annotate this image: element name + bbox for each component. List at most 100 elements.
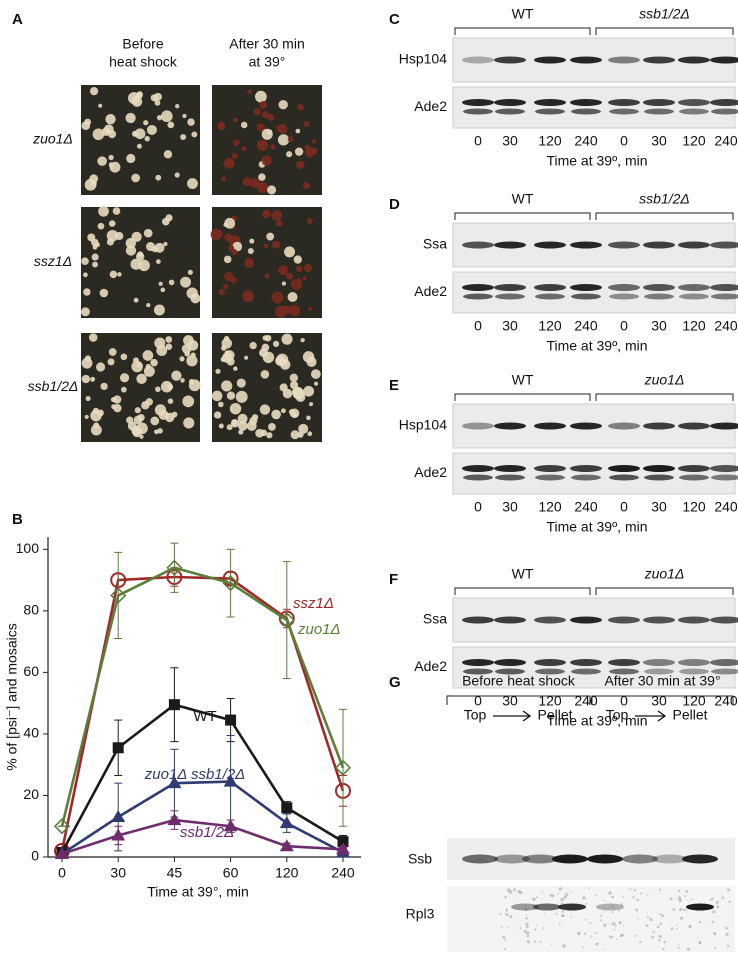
- colony: [182, 113, 187, 119]
- speckle: [594, 931, 597, 935]
- colony: [153, 304, 165, 316]
- band: [710, 422, 738, 430]
- colony: [156, 114, 163, 121]
- band: [495, 668, 525, 675]
- colony: [257, 182, 269, 194]
- colony: [91, 253, 99, 261]
- colony: [117, 272, 122, 277]
- band: [534, 284, 566, 291]
- speckle: [589, 922, 592, 925]
- colony: [165, 336, 173, 343]
- colony: [180, 134, 187, 140]
- speckle: [623, 925, 625, 927]
- colony: [306, 415, 311, 421]
- speckle: [659, 913, 662, 916]
- lane-label: 0: [474, 499, 482, 515]
- band: [462, 465, 494, 472]
- band: [678, 99, 710, 106]
- speckle: [582, 896, 586, 900]
- colony: [267, 185, 277, 195]
- colony: [106, 229, 119, 242]
- band: [711, 668, 738, 675]
- panel-letter: G: [389, 674, 401, 691]
- speckle: [600, 919, 603, 922]
- marker: [110, 587, 127, 604]
- speckle: [616, 938, 618, 941]
- colony: [163, 150, 173, 159]
- colony: [271, 409, 281, 420]
- colony: [295, 265, 303, 273]
- colony: [233, 139, 240, 147]
- speckle: [532, 897, 536, 901]
- speckle: [639, 940, 642, 944]
- series-line: [61, 780, 344, 856]
- marker: [167, 776, 182, 789]
- colony: [271, 210, 282, 221]
- lane-label: 30: [651, 318, 667, 334]
- speckle: [657, 938, 661, 942]
- speckle: [560, 897, 564, 902]
- band: [682, 854, 718, 864]
- colony: [262, 335, 268, 341]
- arrow-head: [522, 710, 532, 722]
- band: [609, 293, 639, 300]
- colony: [187, 178, 198, 189]
- speckle: [561, 914, 564, 918]
- colony: [295, 128, 301, 134]
- colony: [167, 121, 175, 129]
- marker: [281, 802, 293, 814]
- colony: [136, 373, 147, 384]
- colony: [307, 431, 313, 437]
- colony: [300, 338, 305, 343]
- band: [494, 284, 526, 291]
- speckle: [558, 887, 562, 891]
- colony: [272, 240, 281, 249]
- colony: [180, 276, 192, 288]
- speckle: [677, 889, 680, 892]
- speckle: [531, 897, 533, 899]
- band: [686, 903, 714, 911]
- speckle: [633, 888, 636, 892]
- speckle: [711, 920, 715, 923]
- colony: [211, 390, 223, 402]
- lane-label: 0: [620, 133, 628, 149]
- colony: [231, 153, 238, 160]
- colony: [168, 279, 175, 286]
- band: [511, 903, 539, 911]
- colony: [92, 128, 105, 141]
- colony: [154, 429, 159, 435]
- band: [678, 241, 710, 249]
- lane-label: 240: [574, 693, 598, 709]
- fraction-label: Top: [464, 707, 487, 723]
- colony: [85, 395, 91, 402]
- colony: [247, 89, 252, 95]
- column-heading: After 30 min: [229, 36, 304, 52]
- blot: [452, 646, 736, 689]
- colony: [306, 218, 313, 224]
- colony: [112, 207, 121, 215]
- colony: [287, 136, 294, 143]
- band: [710, 99, 738, 106]
- colony: [242, 177, 252, 186]
- band: [710, 284, 738, 291]
- band: [570, 99, 602, 106]
- colony: [237, 413, 248, 424]
- band: [494, 465, 526, 472]
- x-tick-label: 240: [331, 865, 355, 881]
- colony: [290, 430, 300, 440]
- band: [609, 108, 639, 115]
- band: [608, 241, 640, 249]
- band: [494, 241, 526, 249]
- marker: [222, 575, 239, 592]
- speckle: [698, 941, 702, 944]
- band: [494, 659, 526, 666]
- lane-label: 240: [574, 133, 598, 149]
- speckle: [676, 928, 678, 930]
- colony: [181, 343, 192, 354]
- x-tick-label: 30: [110, 865, 126, 881]
- band: [608, 616, 640, 624]
- series-line: [60, 703, 344, 853]
- lane-label: 120: [682, 133, 706, 149]
- y-tick-label: 80: [23, 602, 39, 618]
- series-label: zuo1Δ: [297, 621, 341, 638]
